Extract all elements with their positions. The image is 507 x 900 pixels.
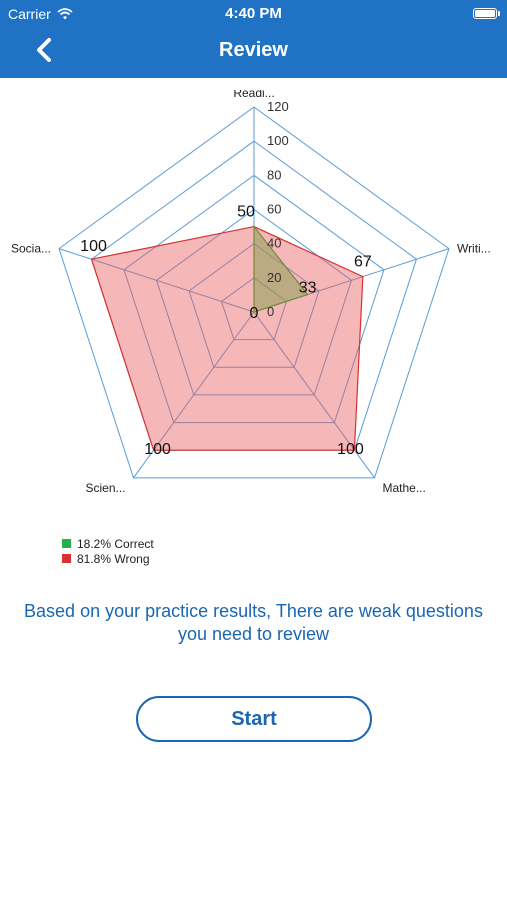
radar-tick-label: 40	[267, 236, 281, 251]
legend-item-correct: 18.2% Correct	[62, 536, 154, 551]
radar-axis-label: Writi...	[457, 242, 491, 256]
radar-center-label: 0	[250, 305, 259, 322]
radar-tick-label: 20	[267, 270, 281, 285]
radar-axis-label: Mathe...	[382, 481, 425, 495]
start-button[interactable]: Start	[136, 696, 372, 742]
legend-label-wrong: 81.8% Wrong	[77, 551, 150, 566]
radar-chart: 0 20 40 60 80 100 120 Readi... Writi... Mathe... S…	[0, 86, 507, 510]
carrier-label: Carrier	[8, 6, 51, 22]
carrier-indicator: Carrier	[8, 6, 73, 22]
legend-item-wrong: 81.8% Wrong	[62, 551, 154, 566]
navigation-header: Carrier 4:40 PM Review	[0, 0, 507, 78]
data-label-wrong: 67	[354, 254, 372, 271]
data-label-wrong: 50	[237, 204, 255, 221]
series-area-correct	[253, 224, 309, 313]
radar-axis-label: Socia...	[11, 242, 51, 256]
radar-grid-ring	[188, 243, 320, 368]
chart-legend: 18.2% Correct 81.8% Wrong	[62, 536, 154, 566]
radar-grid-ring	[58, 106, 450, 479]
radar-grid-ring	[123, 174, 385, 424]
legend-swatch-correct	[62, 539, 71, 548]
series-area-wrong	[90, 225, 364, 451]
data-label-correct: 33	[299, 280, 317, 297]
wifi-icon	[57, 8, 73, 20]
data-label-wrong: 100	[144, 441, 171, 458]
data-label-wrong: 100	[337, 441, 364, 458]
legend-label-correct: 18.2% Correct	[77, 536, 154, 551]
review-message: Based on your practice results, There ar…	[24, 601, 483, 644]
battery-level	[475, 10, 495, 17]
radar-tick-label: 80	[267, 167, 281, 182]
chevron-left-icon	[37, 38, 51, 62]
back-button[interactable]	[30, 36, 60, 66]
radar-tick-label: 60	[267, 202, 281, 217]
status-time: 4:40 PM	[225, 5, 282, 22]
data-label-wrong: 100	[80, 238, 107, 255]
page-title: Review	[219, 39, 288, 61]
radar-tick-label: 120	[267, 99, 289, 114]
radar-grid-ring	[155, 208, 353, 396]
radar-axis-label: Readi...	[233, 90, 274, 100]
legend-swatch-wrong	[62, 554, 71, 563]
radar-tick-label: 100	[267, 133, 289, 148]
radar-axis-label: Scien...	[85, 481, 125, 495]
radar-tick-label: 0	[267, 304, 274, 319]
battery-icon	[473, 8, 500, 19]
status-bar: Carrier 4:40 PM	[0, 0, 507, 28]
